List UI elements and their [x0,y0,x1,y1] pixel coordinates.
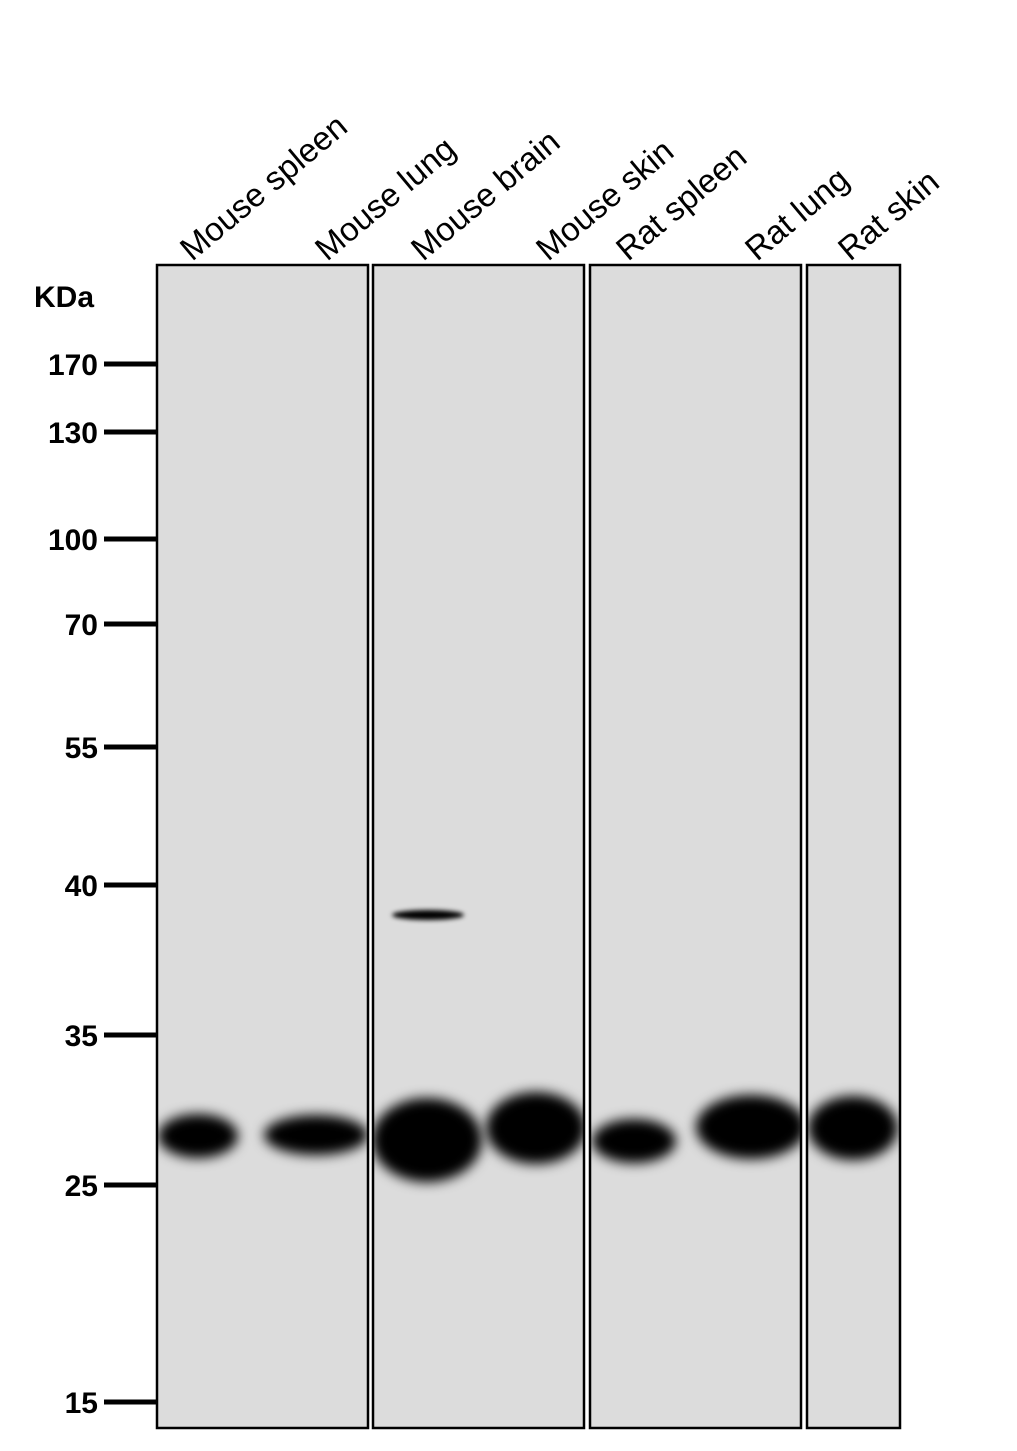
band [696,1095,801,1159]
lane-label: Rat lung [738,160,856,267]
marker-label: 40 [65,870,98,903]
panel [371,263,586,1430]
panel [588,263,803,1430]
marker-label: 130 [48,417,98,450]
marker-label: 25 [65,1170,98,1203]
marker-label: 35 [65,1020,98,1053]
band [158,1114,238,1158]
bands [158,910,898,1182]
panels [155,263,902,1430]
marker-label: 55 [65,732,98,765]
marker-label: 15 [65,1387,98,1420]
band [392,910,464,920]
lane-label: Rat skin [831,162,946,267]
marker-label: 100 [48,524,98,557]
marker-label: 70 [65,609,98,642]
band [808,1096,898,1160]
band [486,1092,584,1164]
marker-label: 170 [48,349,98,382]
band [373,1098,482,1182]
panel [155,263,370,1430]
band [264,1115,368,1155]
panel [805,263,902,1430]
band [592,1119,676,1163]
unit-label: KDa [34,281,94,314]
